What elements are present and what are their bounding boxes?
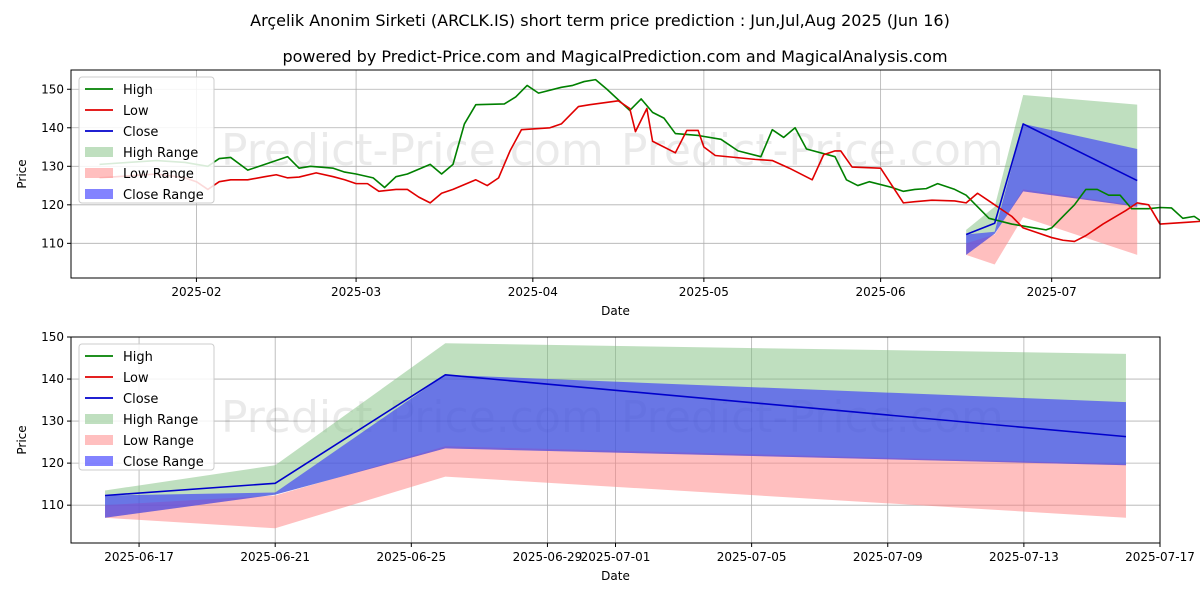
main-legend-label-close-range: Close Range xyxy=(123,188,204,203)
main-x-tick-label: 2025-03 xyxy=(331,285,381,299)
main-plot-frame xyxy=(70,69,1161,279)
main-legend-label-high: High xyxy=(123,83,153,98)
historical-chart-panel: Predict-Price.com Predict-Price.com2025-0… xyxy=(15,69,1200,318)
forecast-x-tick-label: 2025-07-01 xyxy=(581,550,651,564)
main-legend-swatch-low-range xyxy=(85,168,113,178)
forecast-y-axis-label: Price xyxy=(15,425,29,454)
main-x-tick-label: 2025-06 xyxy=(856,285,906,299)
main-y-axis-label: Price xyxy=(15,159,29,188)
forecast-close-line xyxy=(104,374,1127,497)
forecast-y-tick-label: 110 xyxy=(41,498,64,512)
forecast-legend-label-high: High xyxy=(123,350,153,365)
main-y-tick-label: 150 xyxy=(41,82,64,96)
forecast-x-tick-label: 2025-07-17 xyxy=(1125,550,1195,564)
forecast-x-tick-label: 2025-06-25 xyxy=(376,550,446,564)
forecast-x-tick-label: 2025-07-13 xyxy=(989,550,1059,564)
forecast-legend-label-close: Close xyxy=(123,392,158,407)
forecast-close-range-area xyxy=(105,374,1126,518)
forecast-chart-panel: Predict-Price.comPredict-Price.com2025-0… xyxy=(15,330,1195,583)
chart-subtitle: powered by Predict-Price.com and Magical… xyxy=(282,47,947,66)
forecast-low-range-area xyxy=(105,446,1126,529)
forecast-y-tick-label: 120 xyxy=(41,456,64,470)
main-x-tick-label: 2025-02 xyxy=(171,285,221,299)
main-y-tick-label: 140 xyxy=(41,121,64,135)
forecast-x-tick-label: 2025-06-29 xyxy=(513,550,583,564)
main-watermark-1: Predict-Price.com xyxy=(221,125,604,176)
main-y-tick-label: 120 xyxy=(41,198,64,212)
forecast-legend-swatch-high-range xyxy=(85,414,113,424)
forecast-legend-label-close-range: Close Range xyxy=(123,455,204,470)
main-legend-label-low-range: Low Range xyxy=(123,167,194,182)
main-legend-label-close: Close xyxy=(123,125,158,140)
main-low-line xyxy=(99,100,1200,243)
forecast-y-tick-label: 150 xyxy=(41,330,64,344)
forecast-legend-swatch-close-range xyxy=(85,456,113,466)
main-legend: High Low Close High Range Low Range Close Ran… xyxy=(78,76,215,204)
main-x-tick-label: 2025-05 xyxy=(679,285,729,299)
forecast-x-tick-label: 2025-07-05 xyxy=(717,550,787,564)
forecast-legend-swatch-low-range xyxy=(85,435,113,445)
forecast-legend-label-high-range: High Range xyxy=(123,413,198,428)
chart-title: Arçelik Anonim Sirketi (ARCLK.IS) short … xyxy=(250,11,950,30)
forecast-x-tick-label: 2025-06-21 xyxy=(240,550,310,564)
main-x-axis-label: Date xyxy=(601,304,630,318)
main-legend-label-low: Low xyxy=(123,104,149,119)
main-close-range-area xyxy=(966,123,1138,255)
main-high-line xyxy=(99,78,1200,231)
forecast-x-tick-label: 2025-07-09 xyxy=(853,550,923,564)
main-legend-swatch-close-range xyxy=(85,189,113,199)
forecast-legend: High Low Close High Range Low Range Close Ran… xyxy=(78,343,215,471)
main-y-tick-label: 110 xyxy=(41,236,64,250)
main-legend-label-high-range: High Range xyxy=(123,146,198,161)
forecast-y-tick-label: 130 xyxy=(41,414,64,428)
main-x-tick-label: 2025-04 xyxy=(508,285,558,299)
forecast-legend-label-low-range: Low Range xyxy=(123,434,194,449)
forecast-x-tick-label: 2025-06-17 xyxy=(104,550,174,564)
forecast-y-tick-label: 140 xyxy=(41,372,64,386)
main-y-tick-label: 130 xyxy=(41,159,64,173)
main-legend-swatch-high-range xyxy=(85,147,113,157)
main-low-range-area xyxy=(966,189,1138,265)
main-close-line xyxy=(965,123,1138,236)
forecast-legend-label-low: Low xyxy=(123,371,149,386)
forecast-x-axis-label: Date xyxy=(601,569,630,583)
main-x-tick-label: 2025-07 xyxy=(1027,285,1077,299)
